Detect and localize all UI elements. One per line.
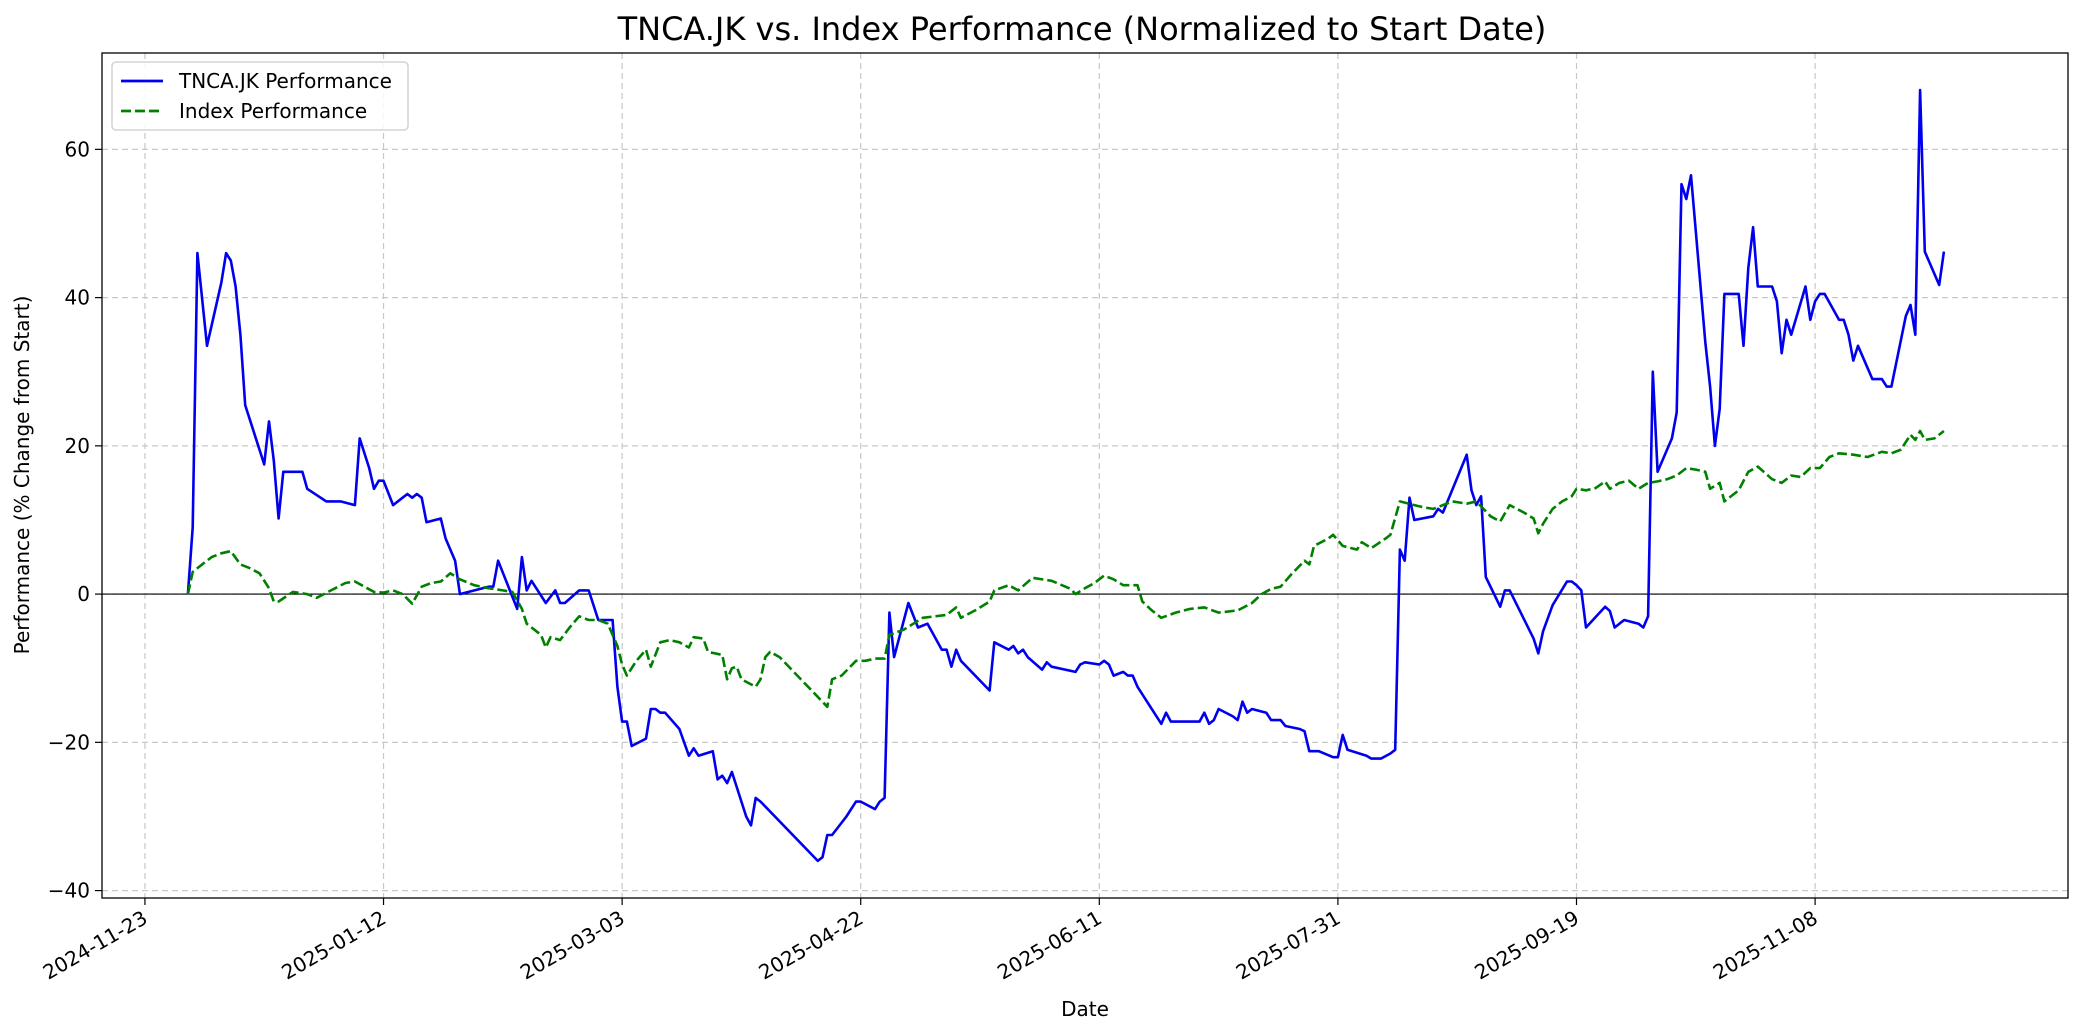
y-axis-ticks: −40 −20 0 20 40 60 — [48, 137, 102, 903]
x-axis-label: Date — [1061, 997, 1109, 1021]
legend-box — [111, 61, 409, 131]
series-group — [186, 88, 1946, 863]
y-tick-label: −40 — [48, 879, 90, 903]
legend-label-index: Index Performance — [179, 99, 367, 123]
legend-label-tnca: TNCA.JK Performance — [178, 69, 392, 93]
y-tick-label: −20 — [48, 730, 90, 754]
y-axis-label: Performance (% Change from Start) — [10, 296, 34, 655]
legend: TNCA.JK Performance Index Performance — [111, 61, 409, 131]
y-tick-label: 0 — [77, 582, 90, 606]
y-tick-label: 60 — [65, 137, 90, 161]
y-tick-label: 20 — [65, 434, 90, 458]
y-tick-label: 40 — [65, 286, 90, 310]
series-line-index — [186, 429, 1945, 709]
chart-title: TNCA.JK vs. Index Performance (Normalize… — [617, 10, 1547, 48]
series-line-tnca — [186, 88, 1946, 863]
plot-area-frame — [101, 52, 2069, 899]
